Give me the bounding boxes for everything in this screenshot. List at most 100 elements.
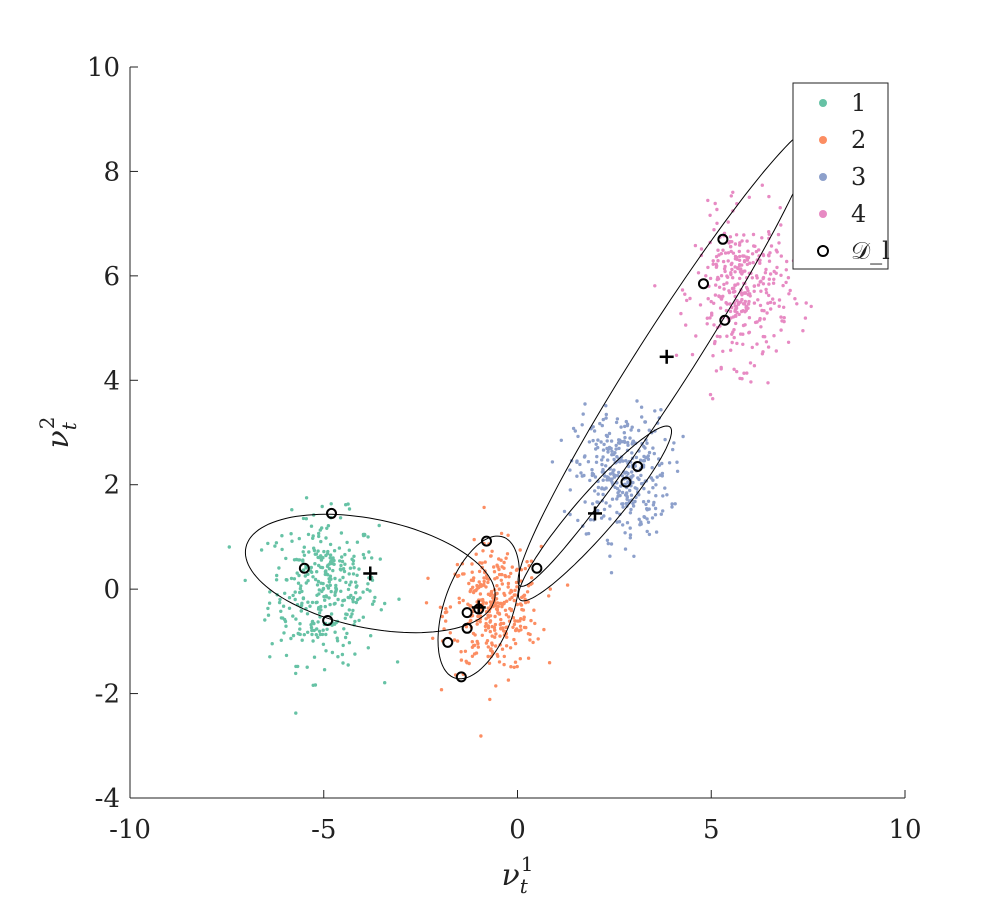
data-point (503, 608, 508, 612)
data-point (355, 584, 359, 588)
data-point (743, 299, 747, 304)
data-point (624, 459, 628, 463)
data-point (788, 288, 792, 293)
data-point (518, 548, 522, 552)
data-point (646, 520, 651, 524)
data-point (650, 516, 655, 520)
data-point (708, 276, 713, 281)
data-point (722, 282, 726, 287)
data-point (646, 457, 651, 461)
labeled-points-layer (298, 233, 731, 683)
data-point (526, 656, 531, 660)
data-point (715, 207, 719, 212)
data-point (679, 311, 683, 316)
data-point (502, 662, 506, 667)
data-point (725, 302, 729, 306)
data-point (273, 544, 277, 548)
data-point (283, 591, 287, 595)
data-point (476, 641, 480, 646)
data-point (784, 268, 788, 272)
data-point (289, 636, 293, 641)
data-point (623, 440, 627, 444)
data-point (647, 450, 652, 455)
data-point (268, 590, 272, 594)
data-point (346, 587, 351, 592)
data-point (646, 499, 651, 503)
labeled-point (298, 562, 310, 574)
data-point (631, 480, 635, 485)
data-point (492, 565, 496, 569)
data-point (653, 284, 657, 288)
data-point (344, 612, 348, 616)
data-point (742, 233, 746, 237)
data-point (628, 488, 632, 493)
data-point (512, 622, 517, 627)
data-point (325, 526, 329, 530)
data-point (397, 597, 401, 601)
axis-label-sub: t (520, 874, 529, 898)
data-point (482, 576, 486, 580)
data-point (760, 183, 764, 187)
data-point (526, 632, 531, 636)
data-point (658, 473, 662, 477)
data-point (588, 518, 593, 522)
data-point (705, 316, 709, 320)
data-point (499, 617, 503, 622)
data-point (306, 572, 310, 576)
data-point (778, 206, 782, 210)
data-point (481, 597, 485, 602)
labeled-point (717, 233, 729, 245)
data-point (615, 417, 620, 421)
data-point (659, 512, 663, 516)
data-point (300, 638, 304, 642)
data-point (524, 625, 528, 630)
data-point (729, 316, 733, 320)
data-point (780, 319, 784, 323)
labeled-point (461, 622, 473, 634)
data-point (591, 425, 595, 429)
data-point (761, 282, 766, 286)
data-point (362, 556, 367, 560)
data-point (712, 323, 716, 327)
data-point (455, 574, 460, 579)
data-point (274, 541, 279, 545)
data-point (745, 371, 749, 375)
data-point (500, 647, 505, 651)
data-point (315, 583, 320, 587)
data-point (306, 600, 310, 604)
data-point (488, 648, 493, 652)
data-point (506, 678, 511, 682)
data-point (285, 578, 289, 582)
data-point (315, 627, 319, 631)
data-point (318, 528, 322, 532)
data-point (733, 304, 737, 308)
data-point (616, 474, 620, 478)
data-point (755, 342, 759, 346)
data-point (464, 625, 469, 629)
data-point (295, 571, 299, 575)
data-point (361, 532, 366, 537)
data-point (633, 499, 637, 504)
data-point (529, 618, 533, 623)
data-point (497, 660, 502, 664)
data-point (661, 509, 665, 513)
data-point (505, 552, 510, 556)
data-point (649, 476, 653, 480)
data-point (626, 443, 630, 447)
data-point (319, 581, 323, 585)
data-point (340, 559, 345, 564)
labeled-point (531, 562, 543, 574)
data-point (615, 486, 620, 491)
data-point (764, 340, 769, 344)
data-point (772, 334, 776, 338)
data-point (712, 301, 716, 305)
data-point (619, 425, 623, 429)
data-point (713, 201, 717, 206)
data-point (266, 606, 270, 611)
data-point (492, 625, 497, 630)
data-point (496, 565, 500, 569)
data-point (321, 587, 325, 592)
data-point (596, 445, 600, 450)
data-point (582, 473, 586, 478)
legend-entry-3: 3 (819, 163, 866, 191)
